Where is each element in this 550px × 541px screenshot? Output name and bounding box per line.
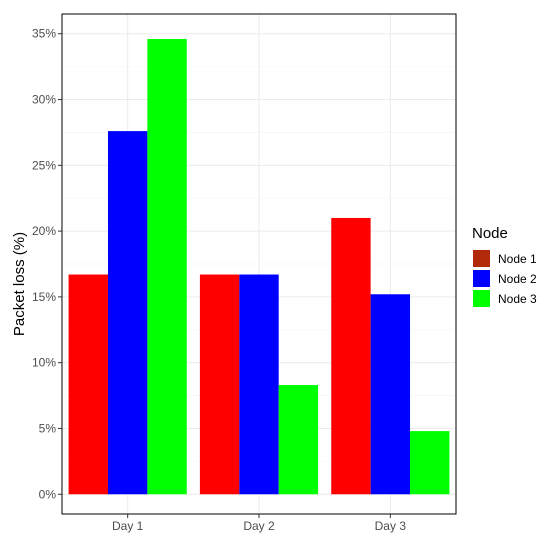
y-tick-label: 20%	[32, 224, 56, 238]
legend-swatch	[473, 270, 490, 287]
bar-node-1-day-2	[199, 274, 240, 495]
y-tick-label: 30%	[32, 93, 56, 107]
bar-node-1-day-1	[68, 274, 108, 495]
y-tick-label: 5%	[39, 421, 57, 435]
bar-node-3-day-2	[278, 385, 319, 495]
y-tick-label: 10%	[32, 356, 56, 370]
y-tick-label: 15%	[32, 290, 56, 304]
x-tick-label: Day 3	[375, 519, 407, 533]
x-tick-label: Day 1	[112, 519, 144, 533]
legend-label: Node 2	[498, 272, 537, 286]
y-tick-label: 35%	[32, 27, 56, 41]
legend-label: Node 3	[498, 292, 537, 306]
legend-title: Node	[472, 225, 508, 242]
legend: Node Node 1 Node 2 Node 3	[472, 225, 537, 307]
y-tick-label: 0%	[39, 487, 57, 501]
x-axis: Day 1 Day 2 Day 3	[112, 514, 406, 533]
y-tick-label: 25%	[32, 158, 56, 172]
bars	[68, 39, 450, 495]
bar-node-2-day-3	[370, 294, 411, 495]
y-axis: 0% 5% 10% 15% 20% 25% 30% 35%	[32, 27, 62, 501]
bar-node-1-day-3	[331, 217, 371, 495]
y-axis-title: Packet loss (%)	[11, 232, 28, 336]
legend-swatch	[473, 250, 490, 267]
bar-node-3-day-1	[147, 39, 187, 495]
legend-swatch	[473, 290, 490, 307]
bar-node-2-day-2	[239, 274, 279, 495]
x-tick-label: Day 2	[243, 519, 275, 533]
legend-label: Node 1	[498, 252, 537, 266]
bar-node-2-day-1	[107, 131, 148, 495]
bar-node-3-day-3	[410, 431, 450, 495]
